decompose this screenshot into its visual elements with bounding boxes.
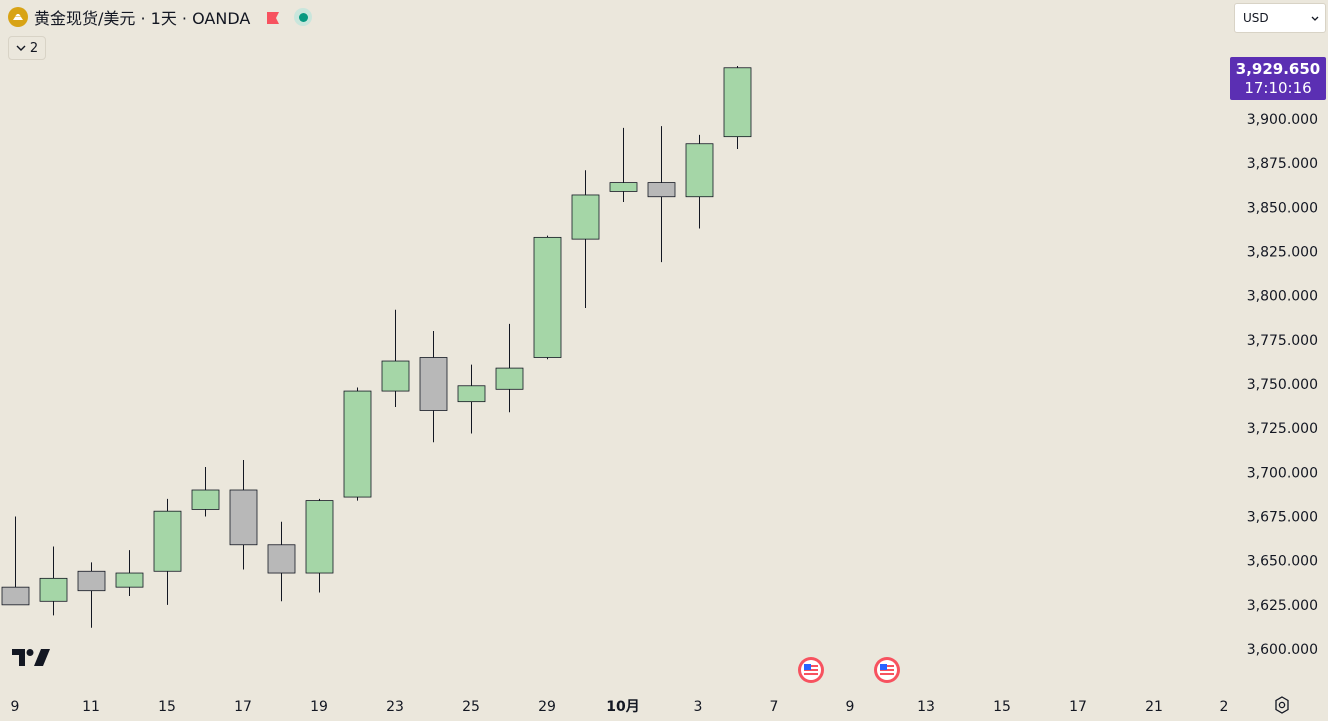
candle-body-up (609, 182, 638, 192)
candle-body-up (305, 500, 334, 574)
candle (533, 235, 562, 360)
price-tick-label: 3,900.000 (1247, 112, 1318, 128)
time-tick-label: 9 (11, 699, 20, 715)
time-tick-label: 15 (993, 699, 1011, 715)
market-status-icon[interactable] (294, 8, 313, 26)
currency-value: USD (1243, 11, 1269, 25)
flag-icon[interactable] (266, 10, 280, 24)
price-tick-label: 3,625.000 (1247, 598, 1318, 614)
candle (647, 126, 676, 263)
candle (457, 364, 486, 434)
candle-body-up (191, 489, 220, 510)
price-tick-label: 3,675.000 (1247, 510, 1318, 526)
candle-body-up (457, 385, 486, 403)
price-tick-label: 3,700.000 (1247, 465, 1318, 481)
symbol-title[interactable]: 黄金现货/美元 · 1天 · OANDA (34, 9, 251, 28)
candle-body-up (533, 236, 562, 358)
candle-body-up (495, 367, 524, 390)
price-tick-label: 3,725.000 (1247, 421, 1318, 437)
price-tick-label: 3,650.000 (1247, 554, 1318, 570)
time-tick-label: 10月 (606, 699, 639, 715)
time-tick-label: 13 (917, 699, 935, 715)
symbol-legend[interactable]: 黄金现货/美元 · 1天 · OANDA (8, 6, 313, 28)
last-price: 3,929.650 (1235, 59, 1321, 78)
time-tick-label: 11 (82, 699, 100, 715)
time-tick-label: 25 (462, 699, 480, 715)
time-tick-label: 21 (1145, 699, 1163, 715)
tradingview-logo-icon[interactable] (12, 648, 52, 668)
indicator-count: 2 (29, 40, 39, 56)
time-tick-label: 17 (1069, 699, 1087, 715)
candle-body-down (77, 570, 106, 592)
candle (191, 467, 220, 517)
time-tick-label: 9 (846, 699, 855, 715)
time-tick-label: 7 (770, 699, 779, 715)
candle (609, 127, 638, 203)
candle-body-up (685, 143, 714, 198)
time-tick-label: 2 (1220, 699, 1229, 715)
candle-body-down (647, 182, 676, 198)
price-tick-label: 3,875.000 (1247, 156, 1318, 172)
candle-body-up (115, 572, 144, 588)
candle-body-down (1, 586, 30, 606)
candle-body-up (343, 390, 372, 498)
us-event-flag-icon[interactable] (873, 656, 901, 684)
candle (723, 66, 752, 150)
candle-body-up (39, 577, 68, 602)
candle (571, 170, 600, 309)
time-axis[interactable]: 9 11 15 17 19 23 25 29 10月 3 7 9 13 15 17 21 2 (11, 699, 1229, 715)
candle (39, 546, 68, 616)
candle (381, 309, 410, 407)
time-tick-label: 3 (694, 699, 703, 715)
candle-body-up (381, 360, 410, 392)
bar-countdown: 17:10:16 (1244, 78, 1312, 97)
candle (419, 331, 448, 443)
price-axis[interactable]: 3,600.000 3,625.000 3,650.000 3,675.000 3,70… (1247, 112, 1318, 658)
candle (267, 521, 296, 602)
candle (153, 498, 182, 605)
last-price-label: 3,929.650 17:10:16 (1230, 57, 1326, 100)
candle-body-up (153, 510, 182, 572)
price-tick-label: 3,750.000 (1247, 377, 1318, 393)
candle (229, 459, 258, 570)
chevron-down-icon (16, 45, 26, 51)
us-event-flag-icon[interactable] (797, 656, 825, 684)
time-tick-label: 29 (538, 699, 556, 715)
time-tick-label: 19 (310, 699, 328, 715)
time-tick-label: 15 (158, 699, 176, 715)
currency-select[interactable]: USD (1234, 3, 1326, 33)
candle-body-up (571, 194, 600, 240)
indicators-collapse-button[interactable]: 2 (8, 36, 46, 60)
price-tick-label: 3,800.000 (1247, 289, 1318, 305)
candle (77, 562, 106, 628)
candle (343, 387, 372, 501)
price-tick-label: 3,850.000 (1247, 200, 1318, 216)
price-tick-label: 3,775.000 (1247, 333, 1318, 349)
time-tick-label: 17 (234, 699, 252, 715)
candle-body-down (419, 357, 448, 411)
time-tick-label: 23 (386, 699, 404, 715)
candle (115, 550, 144, 596)
candle (1, 516, 30, 606)
settings-gear-icon[interactable] (1272, 695, 1292, 715)
gold-symbol-icon (8, 7, 28, 27)
candle-body-down (267, 544, 296, 574)
candle-body-up (723, 67, 752, 138)
candle (305, 498, 334, 593)
candle-body-down (229, 489, 258, 546)
price-tick-label: 3,600.000 (1247, 642, 1318, 658)
chevron-down-icon (1311, 16, 1319, 21)
candle (495, 323, 524, 413)
price-tick-label: 3,825.000 (1247, 245, 1318, 261)
candle (685, 134, 714, 229)
candles-layer (1, 66, 752, 628)
